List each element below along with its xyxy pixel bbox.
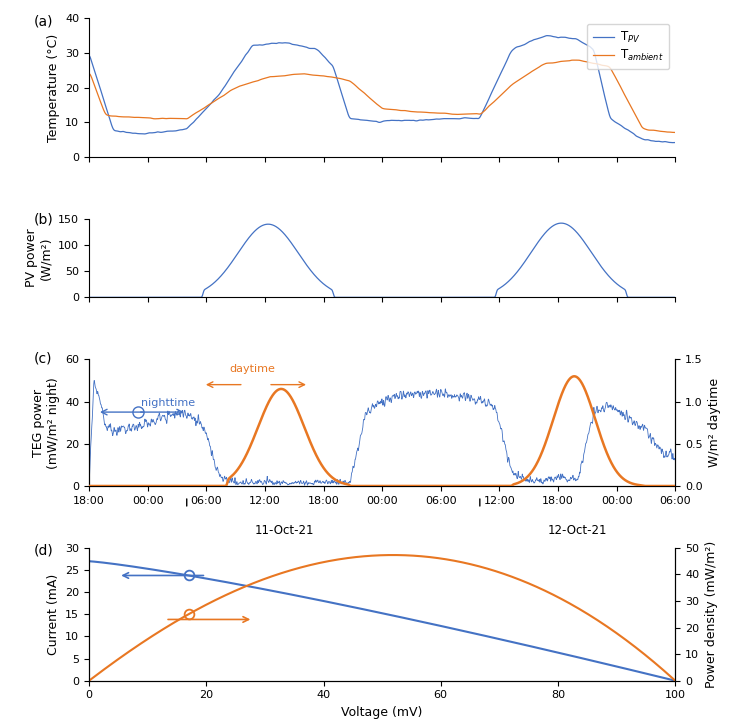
Text: 12-Oct-21: 12-Oct-21	[548, 524, 607, 537]
Y-axis label: Power density (mW/m²): Power density (mW/m²)	[705, 541, 718, 688]
Text: daytime: daytime	[229, 364, 275, 374]
Y-axis label: W/m² daytime: W/m² daytime	[708, 378, 721, 467]
Y-axis label: Temperature (°C): Temperature (°C)	[47, 33, 59, 142]
Text: (c): (c)	[33, 352, 52, 365]
Legend: T$_{PV}$, T$_{ambient}$: T$_{PV}$, T$_{ambient}$	[587, 24, 669, 69]
Text: (d): (d)	[33, 544, 53, 558]
X-axis label: Voltage (mV): Voltage (mV)	[341, 706, 423, 719]
Y-axis label: Current (mA): Current (mA)	[47, 574, 59, 655]
Y-axis label: PV power
(W/m²): PV power (W/m²)	[24, 229, 53, 288]
Text: nighttime: nighttime	[141, 398, 195, 408]
Text: 11-Oct-21: 11-Oct-21	[255, 524, 314, 537]
Text: (b): (b)	[33, 213, 53, 226]
Text: (a): (a)	[33, 14, 53, 28]
Y-axis label: TEG power
(mW/m² night): TEG power (mW/m² night)	[32, 377, 59, 469]
